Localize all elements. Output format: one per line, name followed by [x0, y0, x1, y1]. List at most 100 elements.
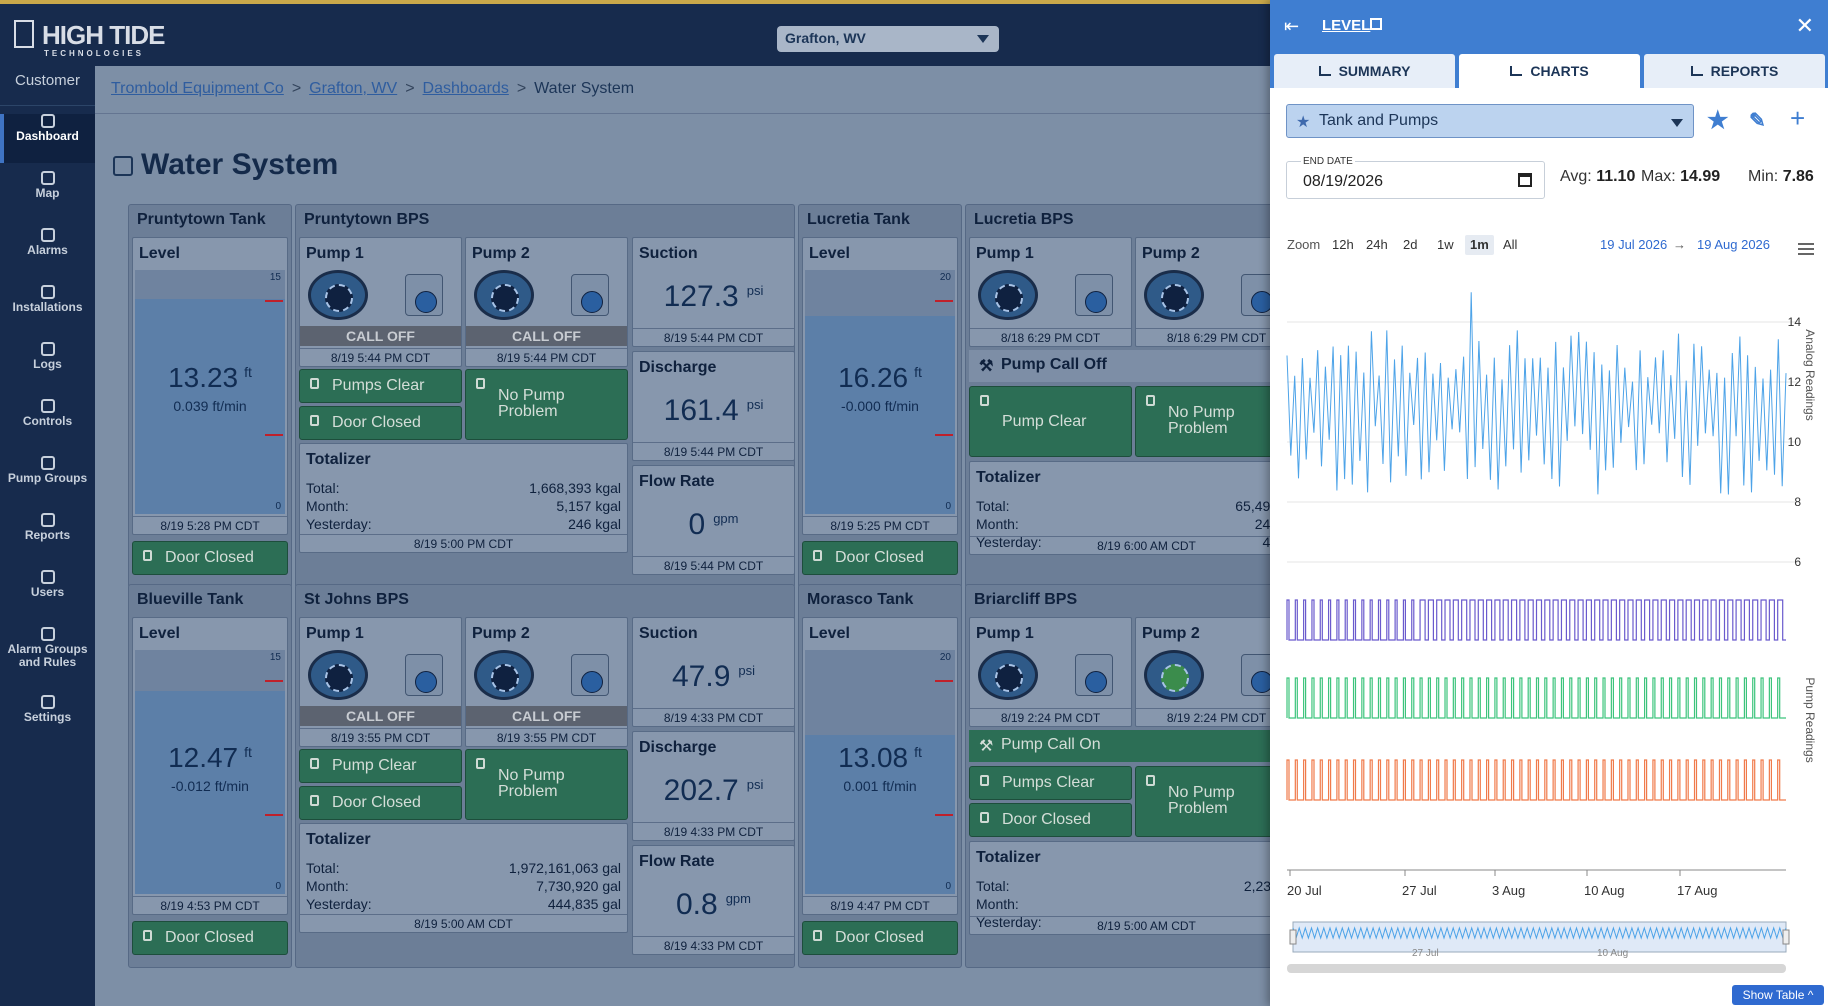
tab-charts[interactable]: CHARTS	[1459, 54, 1640, 88]
location-select[interactable]: Grafton, WV	[777, 26, 999, 52]
dashboard-select[interactable]: ★ Tank and Pumps	[1286, 104, 1694, 138]
level-tile[interactable]: Level 20 0 16.26 ft -0.000 ft/min 8/19 5:25 PM …	[802, 237, 958, 535]
tank-graphic: 20 0 16.26 ft -0.000 ft/min	[805, 270, 955, 514]
level-tile[interactable]: Level 15 0 13.23 ft 0.039 ft/min 8/19 5:28 PM C…	[132, 237, 288, 535]
totalizer-row: Month:7,161 k	[976, 896, 1317, 912]
pump-3-series-line[interactable]	[1286, 759, 1786, 801]
pump-2-tile[interactable]: Pump 2 CALL OFF 8/19 3:55 PM CDT	[465, 617, 628, 747]
range-from[interactable]: 19 Jul 2026	[1600, 237, 1668, 252]
edit-icon[interactable]	[113, 156, 133, 177]
totalizer-tile[interactable]: Totalizer Total: 1,972,161,063 gal Month: 7,…	[299, 823, 628, 933]
pump-1-tile[interactable]: Pump 1 8/19 2:24 PM CDT	[969, 617, 1132, 727]
sidebar-item-installations[interactable]: Installations	[0, 285, 95, 334]
panel-title[interactable]: LEVEL	[1322, 17, 1371, 34]
site-st-johns-bps: St Johns BPS Pump 1 CALL OFF 8/19 3:55 PM C…	[295, 584, 795, 968]
zoom-2d[interactable]: 2d	[1403, 237, 1418, 252]
totalizer-key: Month:	[976, 896, 1019, 912]
pump-1-tile[interactable]: Pump 1 CALL OFF 8/19 5:44 PM CDT	[299, 237, 462, 367]
add-chart-icon[interactable]: +	[1790, 103, 1806, 133]
collapse-panel-icon[interactable]: ⇤	[1284, 16, 1300, 36]
edit-chart-icon[interactable]: ✎	[1749, 110, 1766, 132]
hand-off-auto-icon	[405, 654, 443, 696]
end-date-field[interactable]: END DATE 08/19/2026	[1286, 156, 1545, 199]
alarm-rules-icon	[40, 627, 55, 641]
pump-call-status[interactable]: ⚒ Pump Call On	[969, 730, 1324, 762]
level-number: 13.23	[168, 362, 239, 393]
discharge-tile[interactable]: Discharge 161.4 psi 8/19 5:44 PM CDT	[632, 351, 795, 461]
zoom-1m[interactable]: 1m	[1465, 235, 1494, 255]
door-status[interactable]: Door Closed	[299, 786, 462, 820]
map-pin-icon	[40, 171, 55, 185]
pump-graphic	[1136, 648, 1297, 706]
pump-problem-status[interactable]: No Pump Problem	[465, 749, 628, 820]
x-tick-label: 17 Aug	[1677, 883, 1718, 898]
door-status[interactable]: Door Closed	[802, 921, 958, 955]
door-status[interactable]: Door Closed	[132, 921, 288, 955]
pump-problem-status[interactable]: No Pump Problem	[465, 369, 628, 440]
flow-rate-tile[interactable]: Flow Rate 0.8 gpm 8/19 4:33 PM CDT	[632, 845, 795, 955]
low-alarm-mark	[265, 434, 283, 436]
breadcrumb-location[interactable]: Grafton, WV	[309, 80, 398, 97]
discharge-tile[interactable]: Discharge 202.7 psi 8/19 4:33 PM CDT	[632, 731, 795, 841]
sidebar-item-settings[interactable]: Settings	[0, 695, 95, 744]
door-status[interactable]: Door Closed	[969, 803, 1132, 837]
pump-call-status[interactable]: ⚒ Pump Call Off	[969, 350, 1324, 382]
pump-1-tile[interactable]: Pump 1 8/18 6:29 PM CDT	[969, 237, 1132, 347]
pumps-clear-status[interactable]: Pumps Clear	[299, 369, 462, 403]
favorite-star-icon[interactable]: ★	[1707, 107, 1729, 134]
tab-reports[interactable]: REPORTS	[1644, 54, 1825, 88]
level-tile[interactable]: Level 15 0 12.47 ft -0.012 ft/min 8/19 4:53 PM …	[132, 617, 288, 915]
sidebar-item-dashboard[interactable]: Dashboard	[0, 114, 95, 163]
zoom-All[interactable]: All	[1503, 237, 1518, 252]
tab-summary[interactable]: SUMMARY	[1274, 54, 1455, 88]
level-rate: -0.000 ft/min	[805, 398, 955, 414]
suction-tile[interactable]: Suction 127.3 psi 8/19 5:44 PM CDT	[632, 237, 795, 347]
pump-2-series-line[interactable]	[1286, 677, 1786, 719]
suction-tile[interactable]: Suction 47.9 psi 8/19 4:33 PM CDT	[632, 617, 795, 727]
pump-1-tile[interactable]: Pump 1 CALL OFF 8/19 3:55 PM CDT	[299, 617, 462, 747]
navigator-handle[interactable]	[1289, 929, 1297, 945]
alarm-icon	[476, 758, 485, 769]
site-name: Blueville Tank	[137, 591, 244, 608]
pump-1-series-line[interactable]	[1286, 599, 1786, 641]
sidebar-item-map[interactable]: Map	[0, 171, 95, 220]
zoom-1w[interactable]: 1w	[1437, 237, 1454, 252]
sidebar-item-alarms[interactable]: Alarms	[0, 228, 95, 277]
door-status[interactable]: Door Closed	[299, 406, 462, 440]
pumps-clear-status[interactable]: Pump Clear	[299, 749, 462, 783]
pumps-clear-status[interactable]: Pumps Clear	[969, 766, 1132, 800]
tile-label: Discharge	[639, 739, 717, 756]
chart-menu-icon[interactable]	[1798, 243, 1814, 245]
sidebar-item-users[interactable]: Users	[0, 570, 95, 619]
level-series-line[interactable]	[1286, 292, 1787, 495]
pump-clear-status[interactable]: Pump Clear	[969, 386, 1132, 457]
level-pump-chart[interactable]: 14 12 10 8 6 Analog Readings Pump Readings 20 J…	[1270, 0, 1828, 1006]
sidebar-item-logs[interactable]: Logs	[0, 342, 95, 391]
show-table-button[interactable]: Show Table ^	[1732, 985, 1824, 1005]
navigator-handle[interactable]	[1782, 929, 1790, 945]
flow-rate-tile[interactable]: Flow Rate 0 gpm 8/19 5:44 PM CDT	[632, 465, 795, 575]
totalizer-tile[interactable]: Totalizer Total: 1,668,393 kgal Month: 5,157…	[299, 443, 628, 553]
rate-unit: ft/min	[882, 778, 917, 794]
totalizer-row: Total: 1,972,161,063 gal	[306, 860, 621, 876]
sidebar-item-controls[interactable]: Controls	[0, 399, 95, 448]
door-status[interactable]: Door Closed	[132, 541, 288, 575]
external-link-icon[interactable]	[1370, 18, 1382, 30]
navigator-scrollbar[interactable]	[1287, 964, 1786, 973]
door-status[interactable]: Door Closed	[802, 541, 958, 575]
breadcrumb-customer[interactable]: Trombold Equipment Co	[111, 80, 284, 97]
breadcrumb-dashboards[interactable]: Dashboards	[422, 80, 509, 97]
tile-label: Suction	[639, 245, 698, 262]
zoom-12h[interactable]: 12h	[1332, 237, 1354, 252]
sidebar-item-pump-groups[interactable]: Pump Groups	[0, 456, 95, 505]
sidebar-item-reports[interactable]: Reports	[0, 513, 95, 562]
close-icon[interactable]: ✕	[1795, 13, 1814, 38]
zoom-24h[interactable]: 24h	[1366, 237, 1388, 252]
pump-label: Pump 1	[306, 625, 364, 642]
divider	[95, 113, 1828, 114]
pump-2-tile[interactable]: Pump 2 CALL OFF 8/19 5:44 PM CDT	[465, 237, 628, 367]
calendar-icon[interactable]	[1518, 173, 1532, 187]
range-to[interactable]: 19 Aug 2026	[1697, 237, 1771, 252]
level-tile[interactable]: Level 20 0 13.08 ft 0.001 ft/min 8/19 4:47 PM C…	[802, 617, 958, 915]
sidebar-item-alarm-groups-and-rules[interactable]: Alarm Groups and Rules	[0, 627, 95, 687]
